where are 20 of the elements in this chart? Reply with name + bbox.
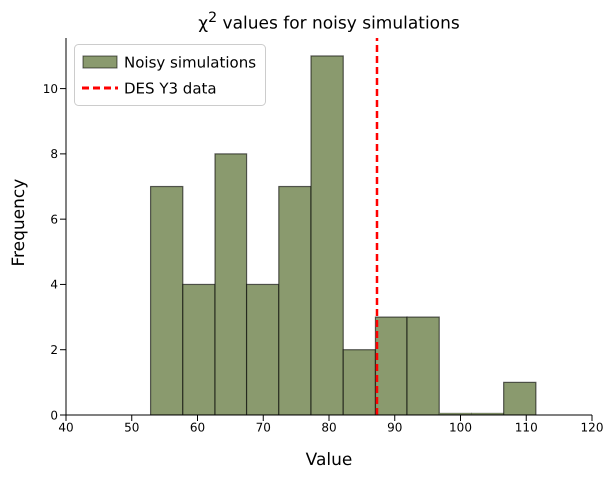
x-tick-label: 70: [256, 420, 271, 435]
x-tick-label: 80: [321, 420, 337, 435]
x-tick-label: 120: [580, 420, 604, 435]
y-tick-label: 0: [50, 408, 58, 422]
y-tick-label: 6: [50, 212, 58, 226]
y-tick-label: 10: [42, 82, 58, 96]
x-tick-label: 100: [449, 420, 472, 435]
x-tick-label: 110: [514, 420, 538, 435]
y-axis-title: Frequency: [9, 178, 30, 266]
x-tick-label: 60: [190, 420, 206, 435]
y-tick-label: 2: [50, 342, 58, 357]
x-tick-label: 40: [58, 420, 74, 435]
x-axis-title: Value: [306, 450, 352, 470]
legend-label: Noisy simulations: [124, 54, 256, 72]
legend-label: DES Y3 data: [124, 80, 217, 98]
x-tick-label: 90: [387, 420, 402, 435]
y-tick-label: 4: [50, 278, 58, 292]
x-tick-label: 50: [124, 420, 140, 435]
chart-title: χ$^{2}$ values for noisy simulations: [197, 10, 461, 34]
y-tick-label: 8: [50, 147, 58, 162]
